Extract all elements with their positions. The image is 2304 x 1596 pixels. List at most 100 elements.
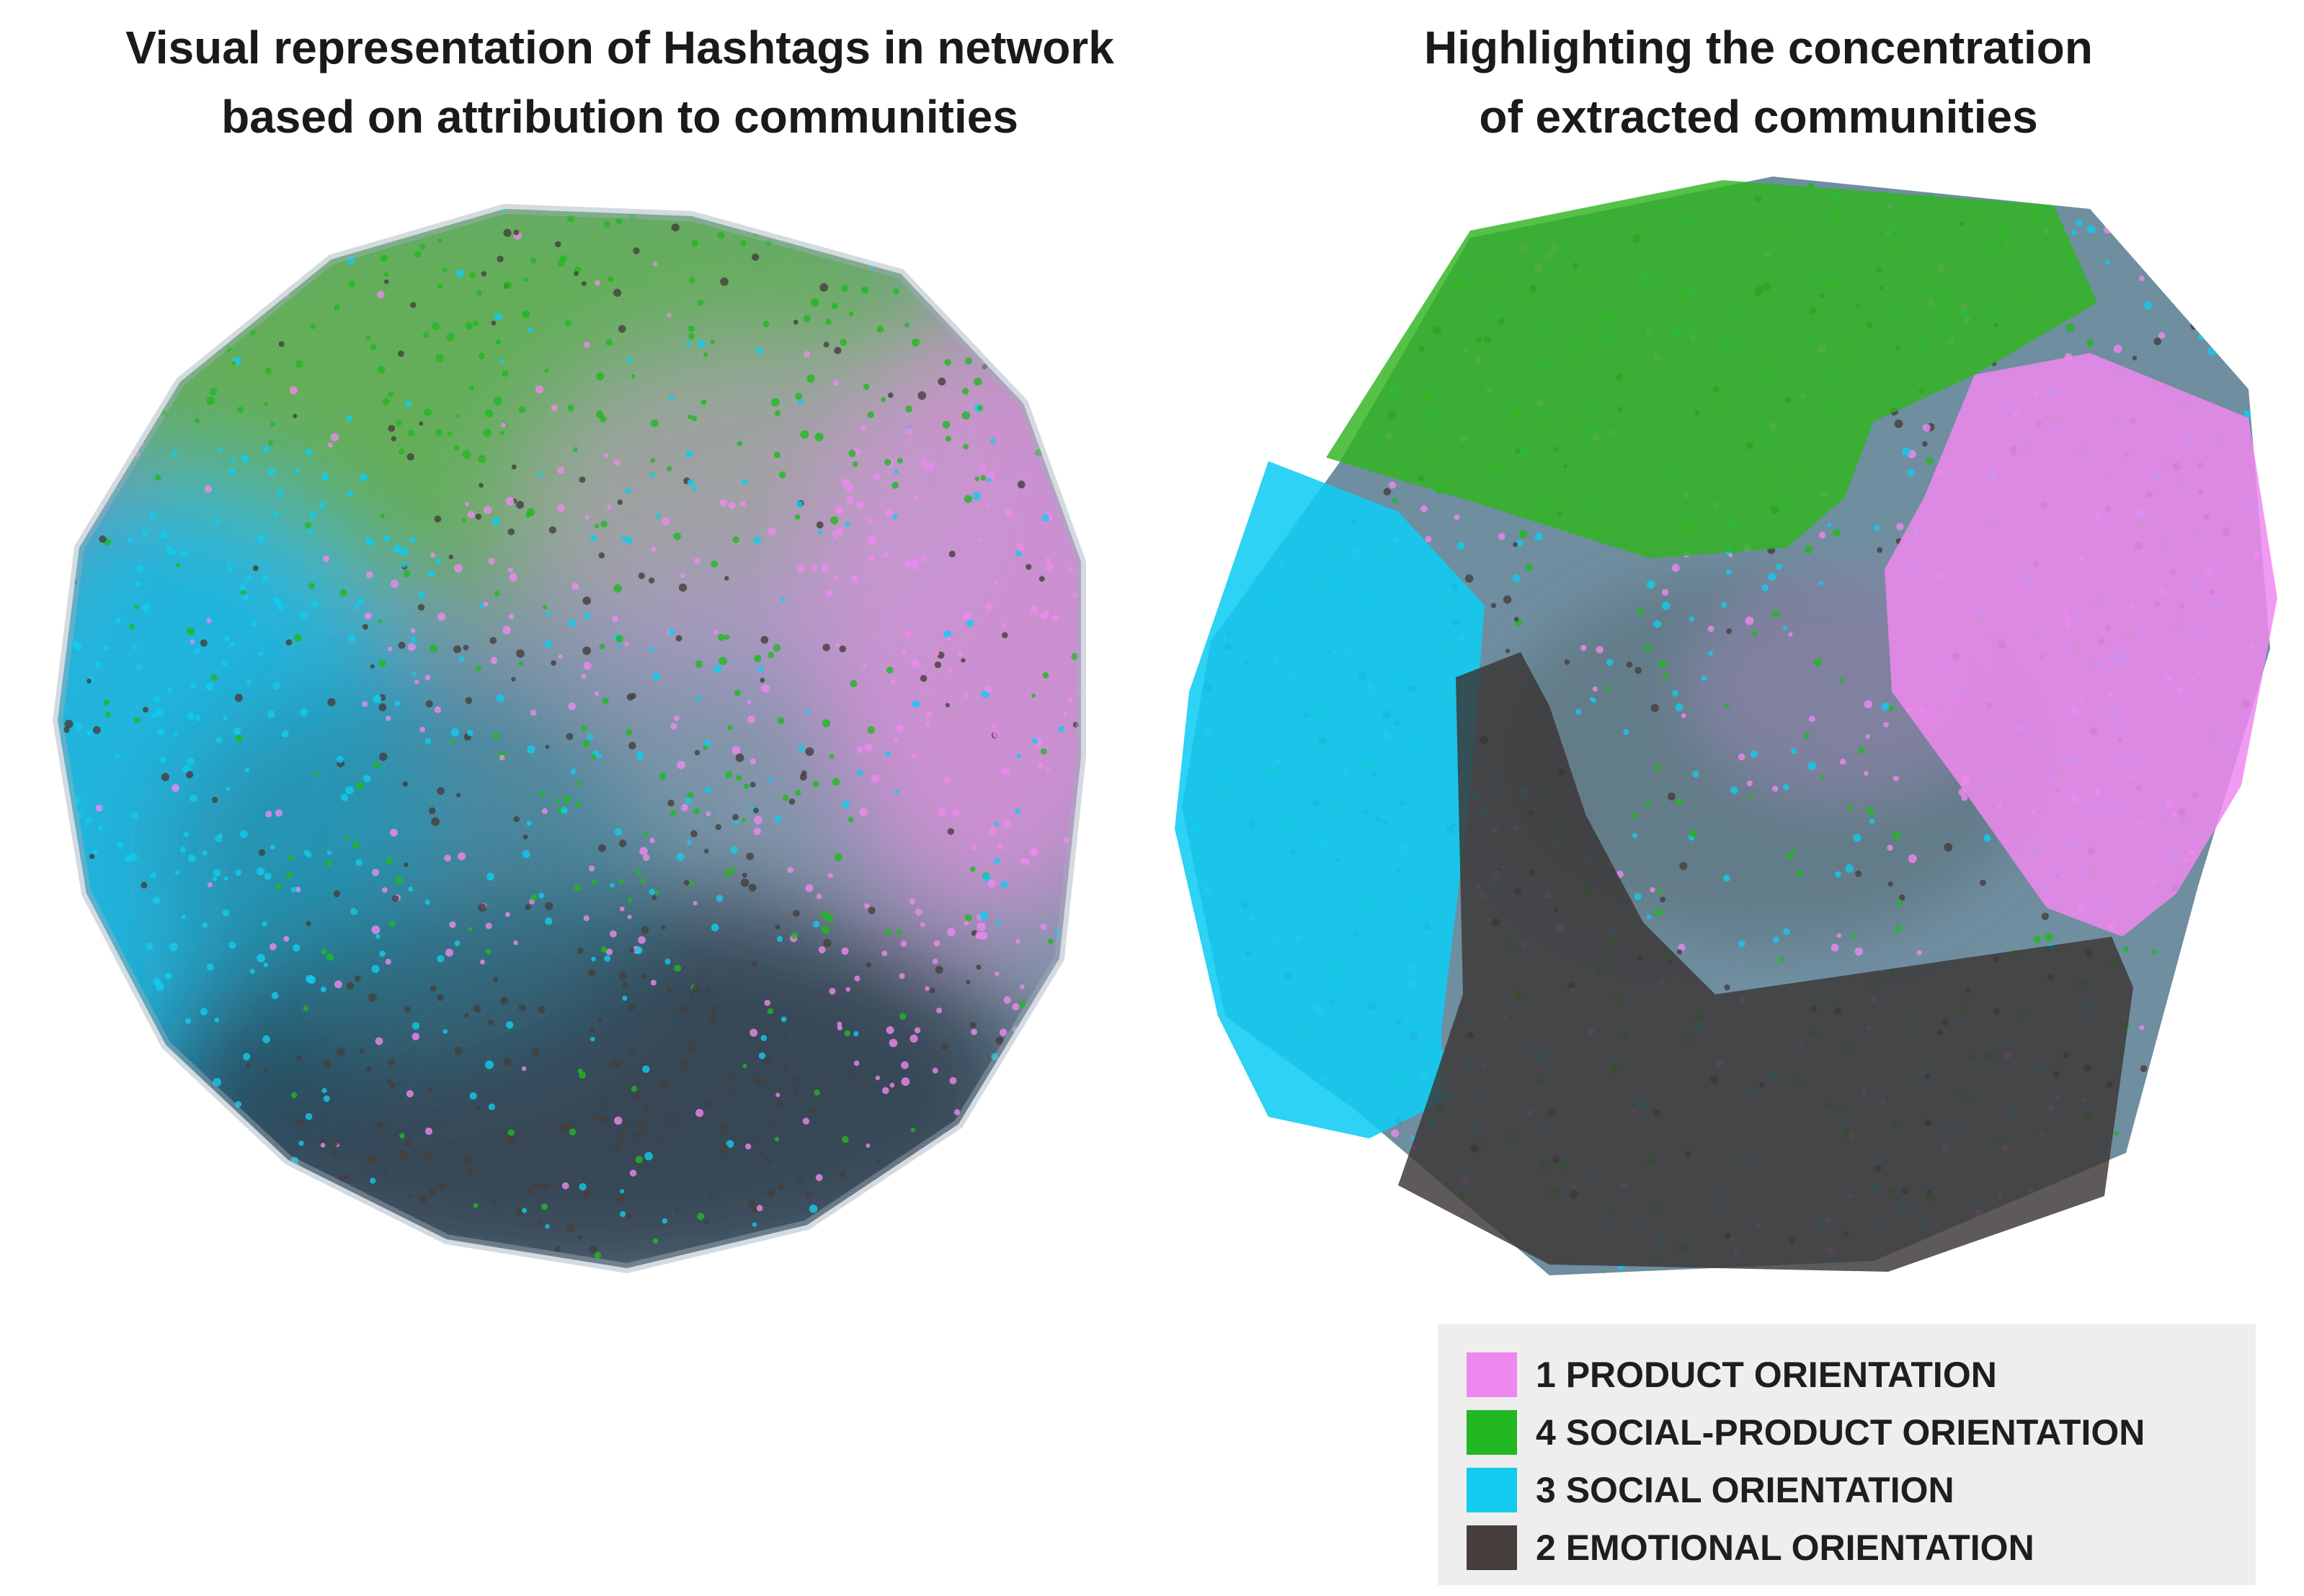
network-node [718, 1154, 724, 1159]
network-node [385, 958, 391, 965]
network-node [793, 909, 800, 917]
network-node [1288, 1251, 1293, 1256]
network-node [856, 746, 863, 754]
network-node [430, 985, 437, 992]
network-node [1054, 930, 1060, 936]
network-node [96, 342, 104, 350]
network-node [356, 781, 365, 790]
network-node [1037, 1183, 1045, 1191]
network-node [804, 351, 811, 357]
network-node [853, 1031, 859, 1037]
network-node [1233, 256, 1240, 263]
network-node [678, 583, 688, 592]
network-node [2228, 942, 2234, 948]
network-node [1032, 738, 1038, 744]
network-node [533, 1182, 541, 1190]
network-node [704, 988, 711, 994]
network-node [2190, 322, 2198, 330]
network-node [961, 658, 966, 663]
network-node [753, 536, 761, 545]
network-node [539, 791, 546, 797]
network-node [59, 519, 68, 527]
network-node [886, 1026, 894, 1035]
network-node [303, 1005, 309, 1011]
network-node [1007, 210, 1015, 218]
network-node [2227, 855, 2235, 863]
network-node [610, 883, 615, 888]
network-node [267, 710, 275, 718]
network-node [263, 962, 268, 968]
network-node [1183, 352, 1189, 357]
network-node [383, 279, 389, 285]
network-node [570, 768, 577, 775]
network-node [824, 1231, 833, 1240]
network-node [1589, 697, 1594, 702]
legend-item-social: 3 SOCIAL ORIENTATION [1467, 1461, 2256, 1519]
network-node [975, 932, 983, 940]
network-node [768, 777, 773, 783]
network-node [273, 597, 280, 604]
network-node [1063, 977, 1069, 983]
network-node [1374, 360, 1381, 367]
network-node [814, 432, 824, 442]
network-node [206, 396, 215, 406]
network-node [475, 665, 481, 672]
network-node [112, 339, 117, 344]
network-node [1012, 1003, 1020, 1011]
network-node [1057, 347, 1064, 355]
network-node [428, 807, 436, 814]
network-node [715, 824, 721, 831]
network-node [290, 886, 297, 893]
network-node [355, 1250, 364, 1259]
network-node [136, 1093, 141, 1098]
network-node [86, 321, 96, 331]
network-node [246, 679, 252, 685]
network-node [861, 286, 869, 294]
network-node [189, 1192, 197, 1200]
network-node [1922, 424, 1931, 432]
network-node [360, 1258, 370, 1267]
network-node [285, 639, 293, 646]
network-node [977, 922, 986, 932]
network-node [626, 693, 634, 701]
network-node [718, 633, 725, 641]
network-node [848, 816, 854, 823]
network-node [618, 839, 627, 847]
network-node [438, 1182, 447, 1190]
network-node [954, 1182, 963, 1190]
network-node [1070, 423, 1078, 430]
network-node [373, 694, 382, 703]
network-node [202, 850, 208, 856]
network-node [133, 385, 140, 391]
network-node [77, 261, 86, 269]
network-node [842, 1206, 851, 1214]
network-node [732, 536, 739, 543]
network-node [837, 1025, 843, 1031]
network-node [74, 723, 82, 731]
legend-swatch-social-product [1467, 1410, 1517, 1455]
network-node [272, 682, 281, 690]
network-node [1042, 672, 1049, 679]
network-node [587, 734, 594, 740]
network-node [1302, 349, 1307, 354]
network-node [305, 1113, 313, 1120]
network-node [719, 656, 727, 665]
network-node [454, 563, 463, 573]
network-node [1839, 758, 1846, 765]
network-node [1182, 1054, 1188, 1063]
network-node [667, 1115, 676, 1124]
network-node [1634, 893, 1642, 901]
network-node [793, 1090, 799, 1096]
network-node [689, 993, 694, 998]
network-node [465, 501, 470, 507]
network-node [111, 1252, 119, 1260]
network-node [953, 268, 959, 275]
network-node [1045, 767, 1050, 772]
network-node [622, 981, 628, 989]
network-node [222, 909, 230, 917]
network-node [676, 852, 685, 861]
network-node [322, 555, 330, 563]
network-node [217, 447, 222, 453]
network-node [1738, 940, 1745, 948]
network-node [1370, 304, 1379, 313]
